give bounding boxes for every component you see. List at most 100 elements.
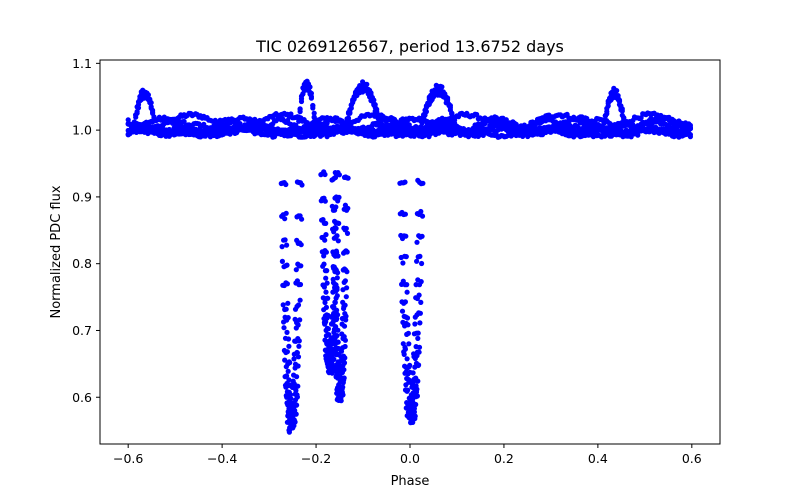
data-point — [288, 395, 294, 402]
data-point — [283, 210, 289, 216]
data-point — [336, 172, 342, 178]
data-point — [327, 346, 333, 352]
data-point — [343, 225, 349, 232]
data-point — [447, 103, 453, 109]
data-point — [282, 357, 288, 363]
data-point — [412, 413, 418, 419]
data-point — [417, 310, 423, 316]
data-point — [419, 233, 425, 239]
data-point — [322, 171, 328, 178]
data-point — [345, 205, 351, 211]
data-point — [322, 198, 328, 204]
data-point — [601, 119, 607, 125]
data-point — [375, 112, 381, 118]
data-point — [293, 387, 299, 394]
data-point — [284, 329, 290, 335]
data-point — [404, 356, 410, 362]
data-point — [341, 375, 347, 381]
data-point — [399, 308, 406, 314]
data-point — [334, 275, 340, 281]
data-point — [295, 354, 302, 360]
data-point — [298, 93, 305, 99]
data-point — [295, 383, 301, 389]
data-point — [445, 95, 451, 101]
data-point — [332, 127, 338, 133]
data-point — [404, 289, 410, 295]
data-point — [145, 92, 151, 98]
data-point — [323, 319, 329, 325]
data-point — [151, 114, 157, 120]
data-point — [344, 269, 350, 275]
data-point — [414, 386, 420, 392]
data-point — [323, 289, 329, 295]
data-point — [131, 119, 137, 125]
data-point — [407, 362, 413, 368]
data-point — [344, 117, 350, 123]
data-point — [334, 287, 340, 293]
data-point — [327, 338, 333, 344]
data-point — [297, 297, 303, 303]
data-point — [237, 121, 243, 127]
y-tick-label: 0.8 — [72, 256, 92, 271]
data-point — [341, 360, 348, 366]
data-point — [284, 373, 290, 379]
data-point — [281, 325, 287, 331]
data-point — [416, 349, 422, 355]
data-point — [371, 97, 377, 103]
data-point — [344, 230, 351, 236]
scatter-points — [125, 78, 694, 435]
data-point — [416, 344, 423, 350]
data-point — [332, 174, 339, 181]
data-point — [283, 306, 289, 312]
data-point — [334, 316, 340, 322]
data-point — [334, 233, 340, 239]
data-point — [687, 122, 694, 128]
data-point — [134, 104, 140, 110]
data-point — [294, 394, 300, 400]
data-point — [331, 356, 337, 362]
data-point — [343, 122, 349, 128]
data-point — [135, 99, 142, 105]
data-point — [449, 110, 455, 116]
data-point — [342, 278, 348, 284]
data-point — [323, 304, 329, 310]
data-point — [345, 127, 351, 133]
data-point — [439, 84, 445, 90]
data-point — [297, 281, 304, 288]
data-point — [284, 242, 290, 248]
data-point — [297, 106, 303, 112]
data-point — [619, 106, 625, 112]
data-point — [418, 279, 424, 285]
data-point — [310, 102, 316, 109]
data-point — [414, 258, 420, 264]
data-point — [368, 90, 374, 96]
data-point — [321, 261, 327, 267]
data-point — [287, 392, 294, 398]
y-tick-label: 1.1 — [72, 56, 92, 71]
data-point — [322, 237, 328, 243]
data-point — [296, 338, 302, 344]
data-point — [311, 110, 317, 116]
data-point — [344, 249, 350, 255]
data-point — [148, 100, 154, 106]
data-point — [296, 114, 302, 120]
data-point — [400, 260, 406, 266]
data-point — [331, 304, 337, 310]
data-point — [335, 345, 342, 352]
data-point — [602, 113, 609, 119]
data-point — [333, 225, 339, 231]
data-point — [137, 129, 143, 135]
data-point — [419, 120, 425, 126]
data-point — [295, 363, 301, 369]
data-point — [336, 194, 342, 200]
x-tick-label: −0.6 — [113, 451, 143, 466]
data-point — [307, 84, 313, 90]
data-point — [340, 384, 346, 390]
x-tick-label: 0.6 — [682, 451, 702, 466]
data-point — [295, 302, 302, 308]
data-point — [323, 275, 329, 281]
data-point — [299, 182, 305, 188]
data-point — [474, 111, 480, 118]
chart-title: TIC 0269126567, period 13.6752 days — [255, 37, 564, 56]
data-point — [150, 107, 156, 113]
